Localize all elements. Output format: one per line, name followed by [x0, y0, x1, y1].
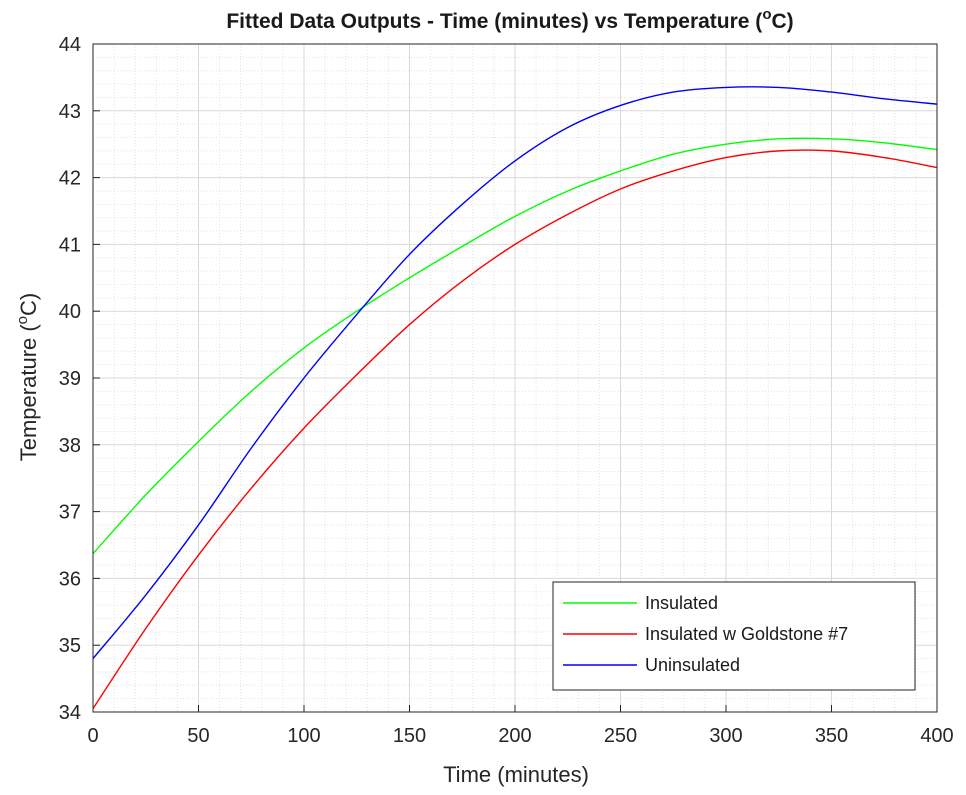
x-tick-label: 0: [87, 725, 98, 747]
y-tick-label: 43: [59, 101, 81, 123]
x-tick-label: 250: [604, 725, 637, 747]
y-tick-label: 38: [59, 435, 81, 457]
y-tick-label: 41: [59, 234, 81, 256]
y-tick-label: 35: [59, 635, 81, 657]
x-tick-label: 100: [287, 725, 320, 747]
x-axis-label: Time (minutes): [443, 762, 589, 787]
series-line-uninsulated: [92, 86, 938, 660]
x-tick-label: 300: [709, 725, 742, 747]
ticks: [92, 43, 938, 713]
series-line-insulated-w-goldstone-7: [92, 149, 938, 710]
tick-labels: 0 50 100 150 200 250 300 350 400 34 35 36 37 38 39 40 41…: [59, 34, 954, 747]
x-tick-label: 50: [187, 725, 209, 747]
y-tick-label: 34: [59, 702, 81, 724]
x-tick-label: 150: [393, 725, 426, 747]
legend: Insulated Insulated w Goldstone #7 Uninsul…: [552, 581, 916, 691]
series-layer: [92, 86, 938, 710]
y-axis-label: Temperature (oC): [14, 293, 41, 462]
y-tick-label: 37: [59, 502, 81, 524]
legend-label: Uninsulated: [645, 655, 740, 675]
y-tick-label: 36: [59, 568, 81, 590]
legend-box: [552, 581, 916, 691]
chart-title: Fitted Data Outputs - Time (minutes) vs …: [226, 6, 793, 33]
y-tick-label: 42: [59, 168, 81, 190]
y-tick-label: 44: [59, 34, 81, 56]
y-tick-label: 39: [59, 368, 81, 390]
y-tick-label: 40: [59, 301, 81, 323]
legend-label: Insulated w Goldstone #7: [645, 624, 848, 644]
series-line-insulated: [92, 137, 938, 555]
x-tick-label: 400: [920, 725, 953, 747]
legend-label: Insulated: [645, 593, 718, 613]
x-tick-label: 200: [498, 725, 531, 747]
x-tick-label: 350: [815, 725, 848, 747]
